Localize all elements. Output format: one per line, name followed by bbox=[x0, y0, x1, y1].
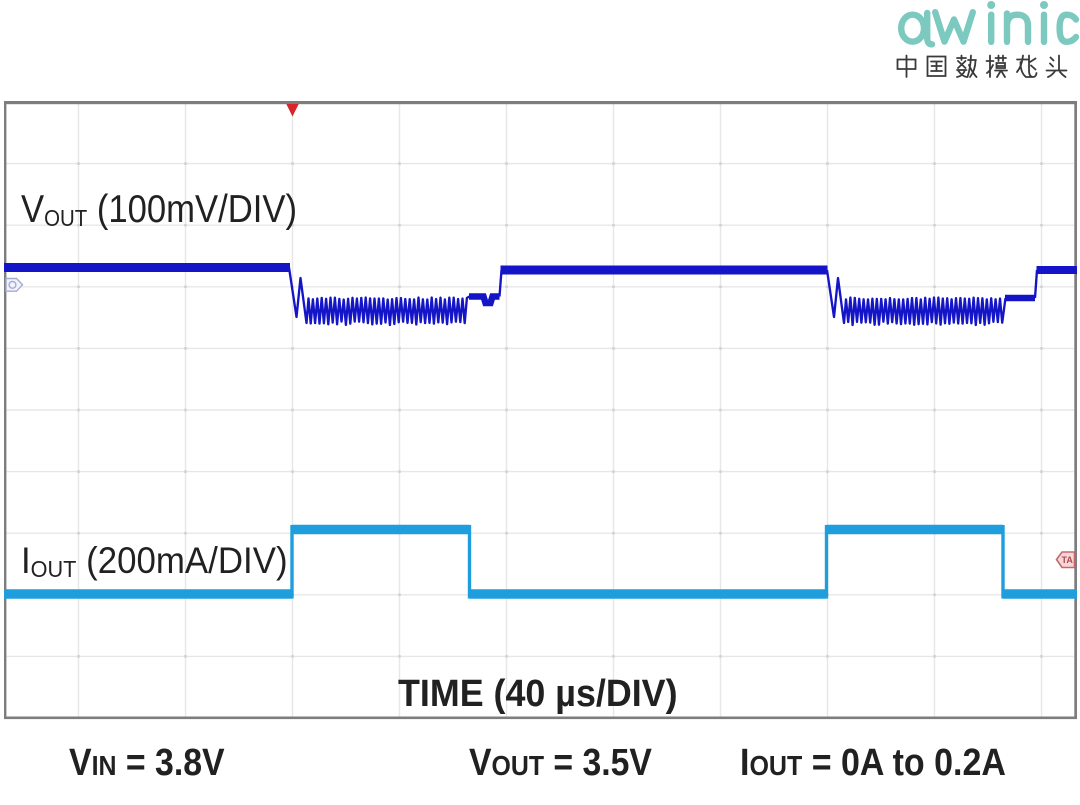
svg-text:TA: TA bbox=[1062, 555, 1074, 565]
